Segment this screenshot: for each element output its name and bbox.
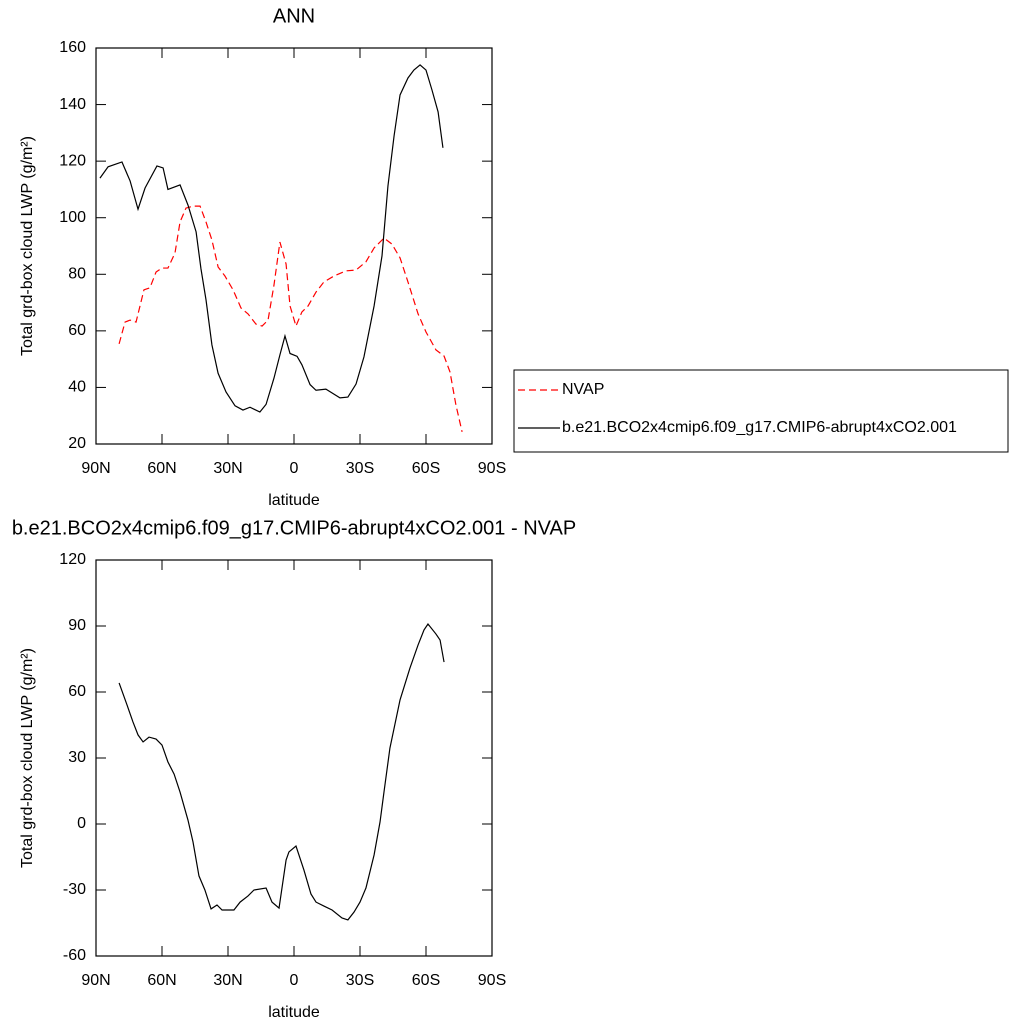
plot-frame	[95, 559, 493, 957]
x-tick-label: 90S	[478, 972, 506, 989]
chart-title: ANN	[273, 5, 315, 27]
chart-title: b.e21.BCO2x4cmip6.f09_g17.CMIP6-abrupt4x…	[12, 517, 576, 539]
y-tick-label: 20	[68, 435, 86, 452]
y-tick-label: 80	[68, 266, 86, 283]
data-line	[118, 623, 445, 921]
y-tick-label: 140	[59, 96, 86, 113]
x-tick-label: 30S	[346, 460, 374, 477]
data-line	[118, 205, 463, 432]
x-tick-label: 30N	[213, 460, 242, 477]
x-tick-label: 60S	[412, 972, 440, 989]
x-tick-label: 30N	[213, 972, 242, 989]
y-tick-label: 120	[59, 152, 86, 169]
x-tick-label: 90N	[81, 972, 110, 989]
y-tick-label: 60	[68, 683, 86, 700]
data-line	[99, 64, 444, 413]
y-tick-label: 100	[59, 209, 86, 226]
x-tick-label: 60N	[147, 460, 176, 477]
x-tick-label: 90S	[478, 460, 506, 477]
plot-frame	[95, 47, 493, 445]
y-tick-label: 160	[59, 39, 86, 56]
y-axis-label: Total grd-box cloud LWP (g/m²)	[19, 648, 36, 868]
y-tick-label: 120	[59, 551, 86, 568]
x-axis-label: latitude	[268, 1004, 320, 1021]
x-axis-label: latitude	[268, 492, 320, 509]
y-tick-label: 40	[68, 379, 86, 396]
y-tick-label: -30	[63, 881, 86, 898]
x-tick-label: 60N	[147, 972, 176, 989]
y-axis-label: Total grd-box cloud LWP (g/m²)	[19, 136, 36, 356]
y-tick-label: 60	[68, 322, 86, 339]
legend-box	[513, 369, 1009, 453]
x-tick-label: 90N	[81, 460, 110, 477]
y-tick-label: 90	[68, 617, 86, 634]
y-tick-label: 30	[68, 749, 86, 766]
y-tick-label: -60	[63, 947, 86, 964]
legend-label: b.e21.BCO2x4cmip6.f09_g17.CMIP6-abrupt4x…	[562, 419, 957, 436]
y-tick-label: 0	[77, 815, 86, 832]
x-tick-label: 0	[290, 972, 299, 989]
legend-label: NVAP	[562, 381, 604, 398]
x-tick-label: 30S	[346, 972, 374, 989]
x-tick-label: 60S	[412, 460, 440, 477]
x-tick-label: 0	[290, 460, 299, 477]
